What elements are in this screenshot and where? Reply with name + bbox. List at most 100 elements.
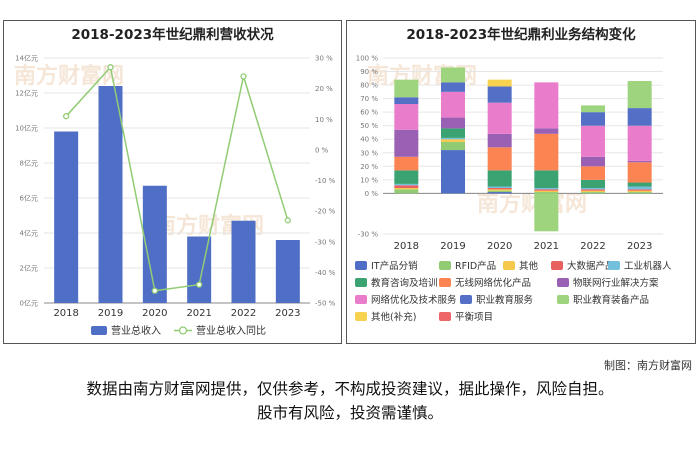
legend-swatch	[460, 295, 472, 304]
stack-segment	[627, 192, 652, 194]
watermark-text: 南方财富网	[14, 63, 124, 89]
legend-label-yoy: 营业总收入同比	[196, 324, 266, 337]
stack-segment	[441, 128, 465, 138]
stack-segment	[581, 187, 605, 190]
revenue-bar	[231, 220, 256, 303]
stack-segment	[441, 67, 465, 83]
yoy-point	[107, 64, 114, 71]
legend-swatch	[608, 261, 620, 270]
legend-label: 网络优化及技术服务	[371, 294, 457, 306]
legend-label: 职业教育服务	[476, 294, 534, 306]
legend-label: 无线网络优化产品	[455, 277, 531, 289]
legend-swatch	[355, 312, 367, 321]
revenue-bar	[54, 131, 79, 303]
right-axis-tick: -50 %	[315, 300, 336, 308]
left-axis-tick: 2亿元	[20, 264, 38, 273]
x-axis-tick: 2022	[231, 308, 256, 319]
stack-segment	[534, 192, 559, 194]
stack-segment	[534, 128, 559, 134]
stack-segment	[581, 179, 605, 188]
disclaimer-line-2: 股市有风险，投资需谨慎。	[256, 404, 443, 422]
legend-swatch	[355, 295, 367, 304]
y-axis-tick: 40 %	[360, 136, 378, 144]
stack-segment	[581, 105, 605, 113]
legend-label: RFID产品	[455, 260, 496, 272]
right-axis-tick: 0 %	[315, 146, 329, 154]
x-axis-tick: 2023	[275, 308, 300, 319]
yoy-point	[196, 281, 203, 288]
stack-segment	[394, 79, 419, 98]
stack-segment	[627, 108, 652, 126]
y-axis-tick: 90 %	[360, 68, 378, 76]
stack-segment	[441, 137, 465, 140]
x-axis-tick: 2022	[580, 241, 605, 252]
revenue-bar	[98, 86, 123, 303]
left-axis-tick: 0亿元	[20, 299, 38, 308]
left-axis-tick: 12亿元	[15, 89, 38, 98]
legend-label: 工业机器人	[624, 260, 672, 272]
x-axis-tick: 2019	[98, 308, 123, 319]
left-chart-panel: 2018-2023年世纪鼎利营收状况 南方财富网 南方财富网 0亿元 2亿元 4亿元 6亿…	[3, 20, 342, 344]
x-axis-tick: 2019	[440, 241, 465, 252]
revenue-bar	[142, 185, 167, 303]
revenue-chart: 南方财富网南方财富网0亿元2亿元4亿元6亿元8亿元10亿元12亿元14亿元-50…	[14, 54, 336, 338]
stack-segment	[487, 86, 512, 103]
stack-segment	[581, 166, 605, 180]
left-axis-tick: 14亿元	[15, 54, 38, 63]
y-axis-tick: -30 %	[358, 231, 379, 239]
x-axis-tick: 2021	[534, 241, 559, 252]
stack-segment	[441, 141, 465, 151]
stack-segment	[394, 97, 419, 105]
legend-label-revenue: 营业总收入	[111, 324, 161, 337]
right-chart-panel: 2018-2023年世纪鼎利业务结构变化 南方财富网 南方财富网 -30 % 0 % 1…	[346, 20, 696, 344]
y-axis-tick: 20 %	[360, 163, 378, 171]
y-axis-tick: 80 %	[360, 82, 378, 90]
revenue-bar	[275, 240, 300, 303]
stack-segment	[627, 182, 652, 187]
stack-segment	[394, 104, 419, 130]
stack-segment-negative	[534, 193, 559, 232]
legend-label: 物联网行业解决方案	[573, 277, 659, 289]
right-axis-tick: -30 %	[315, 238, 336, 246]
stack-segment	[487, 170, 512, 187]
stack-segment	[627, 81, 652, 109]
x-axis-tick: 2023	[627, 241, 652, 252]
stack-segment	[441, 150, 465, 194]
yoy-point	[151, 287, 158, 294]
stack-segment	[534, 170, 559, 188]
stack-segment	[487, 102, 512, 134]
legend-swatch	[557, 278, 569, 287]
y-axis-tick: 30 %	[360, 149, 378, 157]
legend-swatch	[439, 261, 451, 270]
stack-segment	[627, 162, 652, 183]
legend-label: 职业教育装备产品	[573, 294, 649, 306]
stack-segment	[394, 185, 419, 188]
stack-segment	[487, 187, 512, 190]
legend-label: 其他(补充)	[371, 311, 416, 323]
stack-segment	[534, 190, 559, 193]
stack-segment	[487, 79, 512, 87]
stack-segment	[394, 189, 419, 194]
stack-segment	[441, 91, 465, 118]
right-axis-tick: -10 %	[315, 177, 336, 185]
legend-swatch-yoy-dot	[178, 326, 188, 335]
stack-segment	[627, 125, 652, 161]
stack-segment	[394, 129, 419, 157]
legend-swatch	[355, 261, 367, 270]
stack-segment	[441, 82, 465, 92]
yoy-point	[240, 73, 247, 80]
stack-segment	[627, 186, 652, 190]
legend-label: 其他	[519, 260, 539, 272]
legend-swatch	[557, 295, 569, 304]
legend-label: 大数据产品	[567, 260, 615, 272]
legend-swatch	[355, 278, 367, 287]
x-axis-tick: 2020	[487, 241, 512, 252]
legend-swatch	[503, 261, 515, 270]
y-axis-tick: 10 %	[360, 176, 378, 184]
right-axis-tick: 30 %	[315, 55, 333, 63]
legend-label: IT产品分销	[371, 260, 418, 272]
stack-segment	[394, 170, 419, 184]
stack-segment	[581, 125, 605, 157]
stack-segment	[487, 192, 512, 194]
